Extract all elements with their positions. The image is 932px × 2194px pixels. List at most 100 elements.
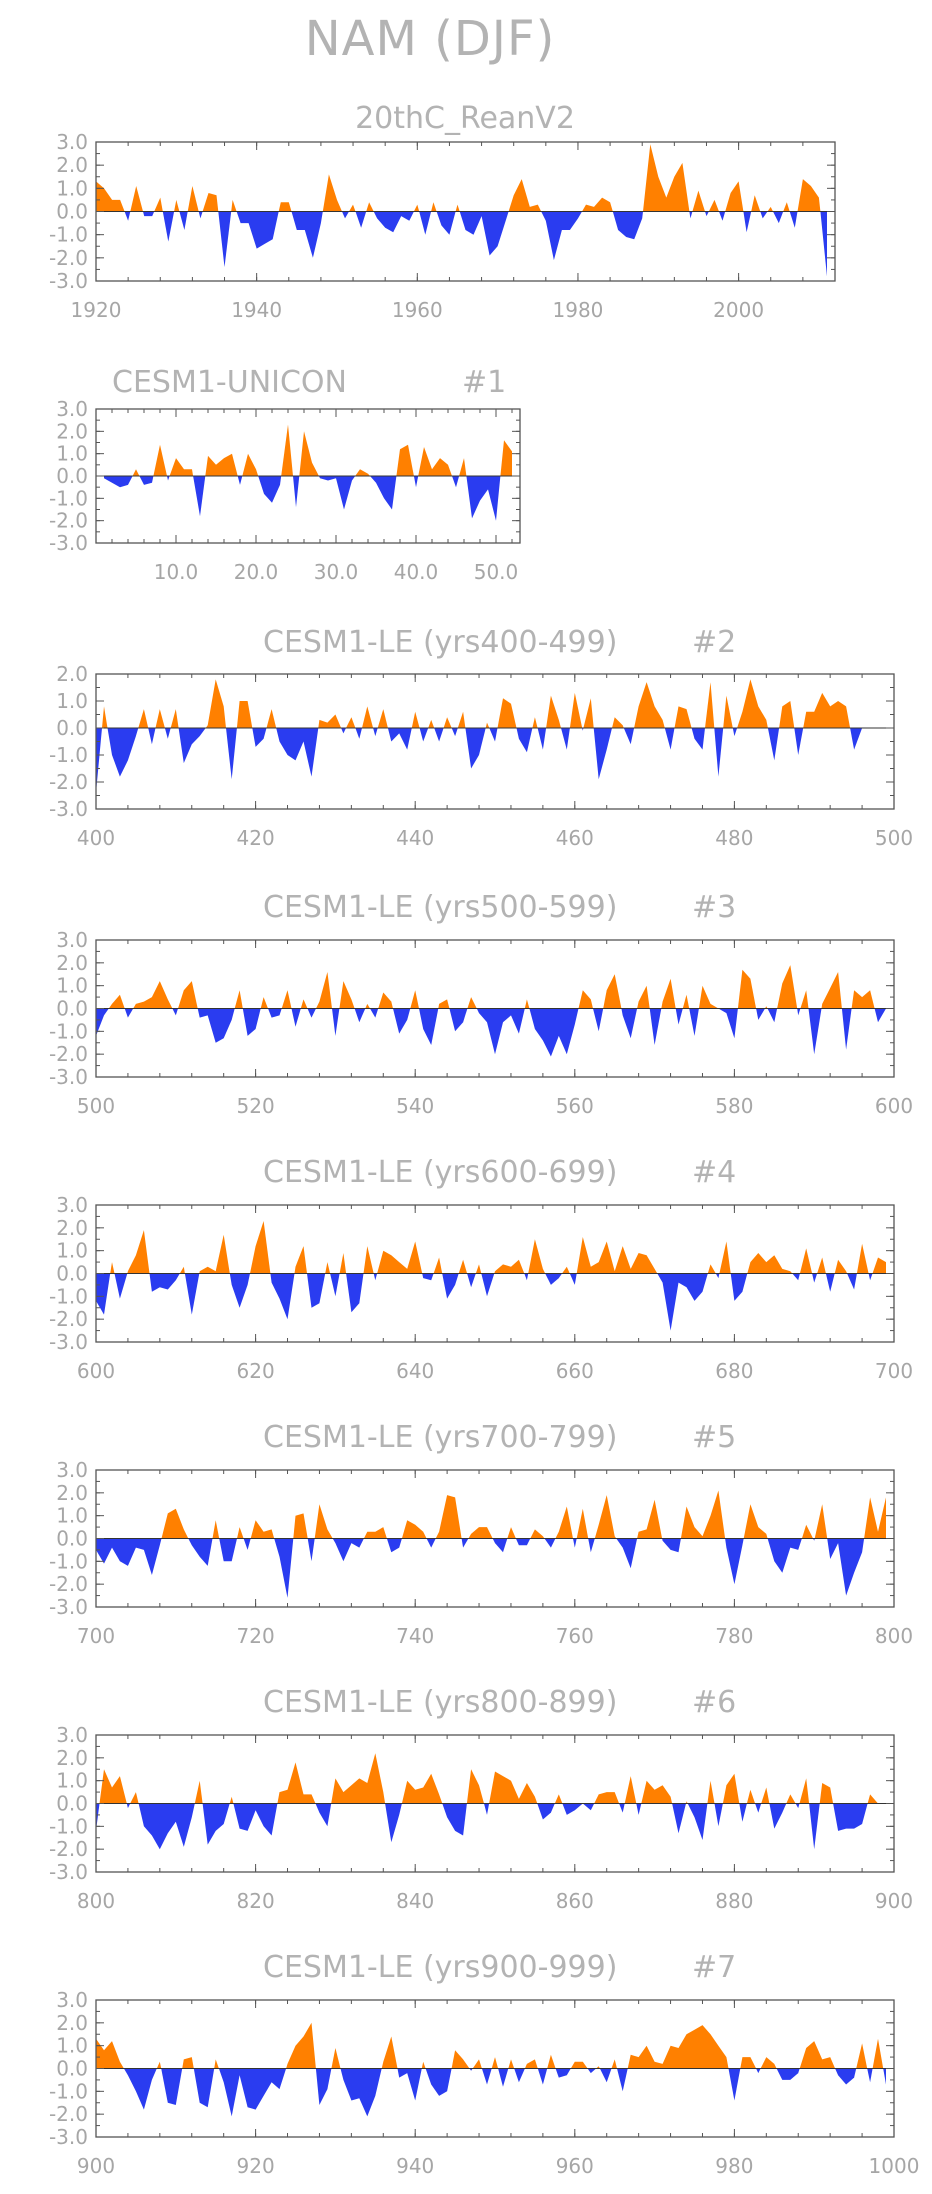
negative-area-segment: [730, 1273, 748, 1301]
negative-area-segment: [197, 1008, 235, 1043]
x-tick-label: 900: [77, 2154, 115, 2178]
positive-area-segment: [314, 1504, 333, 1539]
negative-area-segment: [767, 728, 780, 761]
negative-area-segment: [354, 1008, 366, 1023]
y-tick-label: -1.0: [49, 1549, 88, 1573]
positive-area-segment: [413, 204, 420, 212]
x-tick-label: 580: [715, 1094, 753, 1118]
negative-area-segment: [825, 1273, 835, 1292]
negative-area-segment: [426, 1538, 436, 1548]
positive-area-segment: [178, 981, 198, 1009]
negative-area-segment: [529, 1008, 579, 1057]
positive-area-segment: [528, 1239, 546, 1274]
x-tick-label: 1000: [869, 2154, 920, 2178]
negative-area-segment: [451, 728, 458, 737]
negative-area-segment: [850, 728, 863, 750]
positive-area-segment: [194, 1780, 203, 1804]
positive-area-segment: [760, 2057, 777, 2069]
x-tick-label: 680: [715, 1359, 753, 1383]
negative-area-segment: [452, 476, 460, 488]
y-tick-label: 2.0: [56, 951, 88, 975]
positive-area-segment: [318, 714, 342, 728]
positive-area-segment: [231, 199, 237, 212]
positive-area-segment: [867, 1794, 886, 1804]
negative-area-segment: [476, 1008, 525, 1055]
positive-area-segment: [161, 1508, 189, 1539]
negative-area-segment: [188, 1538, 213, 1566]
negative-area-segment: [242, 1008, 261, 1036]
negative-area-segment: [664, 728, 675, 750]
positive-area-segment: [346, 717, 356, 728]
negative-area-segment: [233, 1803, 278, 1836]
positive-area-segment: [250, 1221, 271, 1274]
x-tick-label: 500: [875, 826, 913, 850]
positive-area-segment: [410, 990, 419, 1009]
negative-area-segment: [96, 728, 102, 793]
negative-area-segment: [124, 211, 131, 221]
positive-area-segment: [737, 679, 768, 728]
positive-area-segment: [212, 1520, 220, 1539]
y-tick-label: 3.0: [56, 397, 88, 421]
positive-area-segment: [401, 1520, 427, 1539]
positive-area-segment: [132, 469, 140, 476]
positive-area-segment: [723, 695, 733, 728]
panel-title: CESM1-LE (yrs600-699): [263, 1155, 617, 1190]
negative-area-segment: [198, 211, 203, 219]
negative-area-segment: [868, 1273, 873, 1281]
positive-area-segment: [300, 999, 308, 1009]
y-tick-label: -2.0: [49, 2102, 88, 2126]
x-tick-label: 700: [77, 1624, 115, 1648]
y-tick-label: -1.0: [49, 486, 88, 510]
negative-area-segment: [492, 1538, 508, 1553]
negative-area-segment: [114, 1273, 128, 1299]
positive-area-segment: [110, 1262, 115, 1274]
x-tick-label: 800: [77, 1889, 115, 1913]
y-tick-label: 0.0: [56, 1262, 88, 1286]
positive-area-segment: [96, 2038, 124, 2069]
positive-area-segment: [674, 706, 692, 728]
positive-area-segment: [331, 2048, 341, 2069]
negative-area-segment: [623, 728, 635, 745]
panel-title: CESM1-LE (yrs400-499): [263, 625, 617, 660]
positive-area-segment: [108, 994, 125, 1009]
negative-area-segment: [236, 211, 279, 249]
negative-area-segment: [874, 1008, 886, 1023]
y-tick-label: -2.0: [49, 509, 88, 533]
positive-area-segment: [783, 202, 790, 212]
negative-area-segment: [307, 1008, 316, 1018]
negative-area-segment: [732, 728, 738, 737]
y-tick-label: 1.0: [56, 2034, 88, 2058]
negative-area-segment: [484, 1803, 490, 1815]
panel-cesm1-le-400: CESM1-LE (yrs400-499) #2 2.0 1.0 0.0 -1.0 -2…: [49, 625, 913, 850]
positive-area-segment: [578, 990, 593, 1009]
negative-area-segment: [442, 1273, 459, 1299]
y-tick-label: 2.0: [56, 1216, 88, 1240]
x-tick-label: 1980: [553, 298, 604, 322]
negative-area-segment: [461, 1538, 469, 1548]
positive-area-segment: [99, 1769, 127, 1804]
negative-area-segment: [776, 2068, 800, 2080]
positive-area-segment: [153, 444, 167, 476]
negative-area-segment: [373, 211, 414, 233]
negative-area-segment: [636, 1803, 642, 1815]
positive-area-segment: [786, 1794, 796, 1804]
plot-area: 3.02.01.00.0-1.0-2.0-3.0 900 920 940 960 980 1…: [49, 1988, 919, 2178]
negative-area-segment: [725, 1538, 744, 1585]
positive-area-segment: [627, 2025, 729, 2069]
negative-area-segment: [689, 211, 693, 219]
positive-area-segment: [378, 992, 393, 1009]
positive-area-segment: [294, 1246, 307, 1274]
y-tick-label: -1.0: [49, 2079, 88, 2103]
positive-area-segment: [214, 2059, 219, 2069]
negative-area-segment: [621, 1008, 638, 1039]
y-tick-label: -2.0: [49, 1042, 88, 1066]
positive-area-segment: [433, 1257, 443, 1274]
negative-area-segment: [544, 1538, 556, 1548]
negative-area-segment: [466, 476, 501, 521]
x-tick-label: 520: [237, 1094, 275, 1118]
negative-area-segment: [307, 1538, 315, 1562]
panel-title: CESM1-LE (yrs500-599): [263, 890, 617, 925]
positive-area-segment: [817, 1257, 826, 1274]
positive-area-segment: [133, 981, 173, 1009]
positive-area-segment: [96, 181, 125, 212]
